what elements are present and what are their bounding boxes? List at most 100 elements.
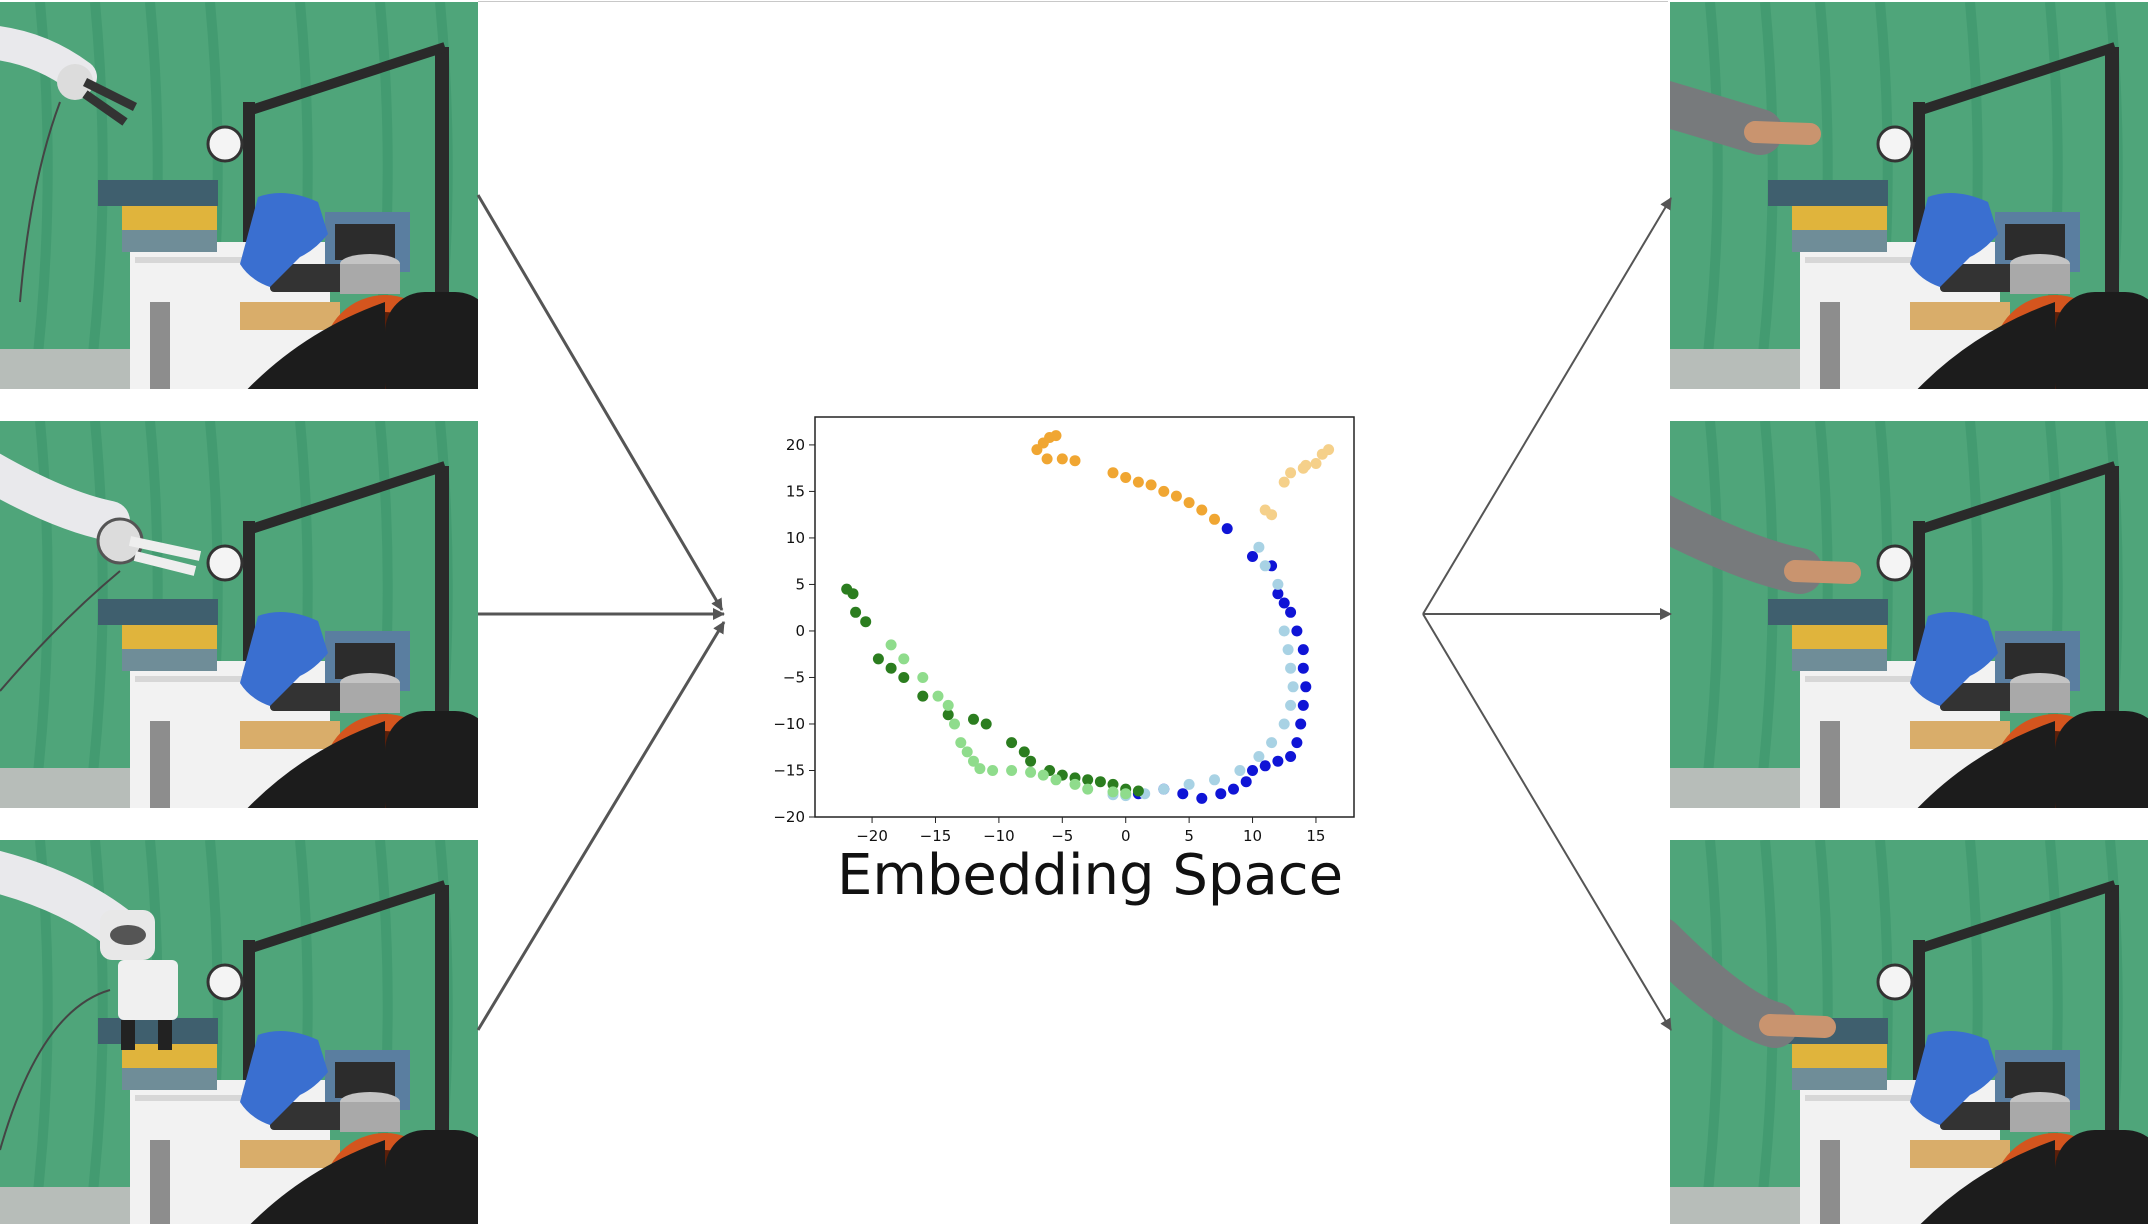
data-point [932,690,944,702]
stove-top [270,264,360,292]
frame-post [2105,466,2119,766]
cabinet-leg [150,721,170,808]
robot-cable [0,989,111,1151]
stove-top [270,683,360,711]
y-tick-label: 10 [786,529,805,547]
frame-bar [1913,880,2117,955]
data-point [1247,551,1258,562]
pot-body [2010,1102,2070,1132]
data-point [1259,560,1271,572]
data-point [1025,755,1037,767]
arrow-robot-grasp-to-embedding [476,621,726,1031]
embedding-space-caption: Embedding Space [837,843,1343,908]
lamp [1876,125,1914,163]
data-point [1145,479,1157,491]
human-arm [1670,80,1821,155]
bumper-shadow [250,1140,385,1224]
data-point [885,639,897,651]
data-point [1266,509,1278,521]
arrow-embedding-to-human-reach [1422,197,1672,615]
frame-post [2105,47,2119,347]
counter-edge [1910,721,2010,749]
data-point [1278,597,1290,609]
data-point [1094,776,1106,788]
x-tick-label: −10 [983,827,1015,845]
lamp [1876,544,1914,582]
towel [240,1031,328,1125]
drawer-top [1768,599,1888,625]
bumper-shadow [247,302,385,389]
data-point [1120,788,1132,800]
frame-content [0,2,478,389]
frame-post [2105,885,2119,1185]
frame-bar [243,42,447,117]
data-point [1056,453,1068,465]
data-point [1300,681,1312,693]
data-point [1266,737,1278,749]
bumper-body [385,292,478,389]
y-tick-label: −15 [773,761,805,779]
x-tick-label: −20 [856,827,888,845]
stove-top [1940,264,2030,292]
data-point [1107,786,1119,798]
data-point [1297,662,1309,674]
data-point [1272,578,1284,590]
arrows-group [476,194,1672,1031]
frame-bar [1913,42,2117,117]
y-tick-label: −20 [773,808,805,826]
bumper-body [385,711,478,808]
data-point [872,653,884,665]
cabinet-edge [1805,257,1915,263]
axis-ticks: −20 −15 −10 −5 0 5 10 15 −20 −15 −10 −5 0 5 10 15 20 [773,436,1325,845]
robot-gripper [121,1020,172,1050]
robot-arm [0,850,178,1151]
data-point [1041,453,1053,465]
drawer-middle [122,206,217,230]
data-point [1253,541,1265,553]
human-arm [1670,919,1836,1048]
stove-top [270,1102,360,1130]
cabinet-edge [1805,676,1915,682]
oven-window [2005,224,2065,260]
data-point [1183,497,1195,509]
x-tick-label: 0 [1121,827,1131,845]
screen-fold [1699,421,1723,808]
counter-edge [240,1140,340,1168]
frame-post [435,466,449,766]
data-point [1234,765,1246,776]
data-point [1006,737,1018,749]
data-point [1050,430,1062,442]
robot-wrist [118,960,178,1020]
oven-window [2005,643,2065,679]
bumper-shadow [1917,302,2055,389]
human-frame-approach [1670,421,2148,808]
cabinet-edge [135,1095,245,1101]
pot-body [2010,683,2070,713]
robot-frame-approach [0,421,478,808]
lamp [206,963,244,1001]
data-point [968,713,979,725]
data-point [885,662,897,674]
frame-content [1670,2,2148,389]
drawer-middle [122,625,217,649]
data-point [1297,644,1309,656]
human-frame-grasp [1670,840,2148,1224]
data-point [1170,490,1182,502]
data-point [1291,737,1303,749]
data-point [1215,788,1227,800]
x-tick-label: 15 [1306,827,1325,845]
data-point [942,699,954,711]
data-point [1025,766,1037,778]
oven-window [335,643,395,679]
pot-body [2010,264,2070,294]
robot-gripper [82,77,138,126]
bumper-body [2055,1130,2148,1224]
towel [240,612,328,706]
robot-frame-reach [0,2,478,389]
robot-joint-mark [110,925,146,945]
data-point [1050,774,1062,786]
y-tick-label: 15 [786,482,805,500]
data-point [1018,746,1030,758]
data-point [1158,485,1170,497]
